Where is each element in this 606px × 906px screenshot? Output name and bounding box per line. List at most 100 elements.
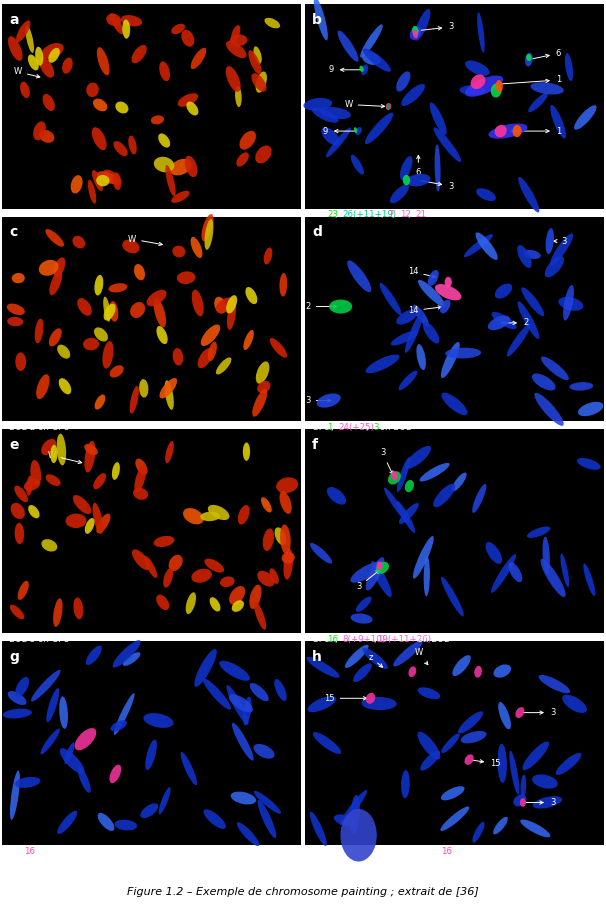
Ellipse shape bbox=[158, 133, 170, 148]
Ellipse shape bbox=[231, 25, 241, 43]
Ellipse shape bbox=[399, 503, 419, 524]
Ellipse shape bbox=[254, 602, 266, 630]
Ellipse shape bbox=[523, 250, 541, 259]
Ellipse shape bbox=[92, 170, 103, 191]
Ellipse shape bbox=[219, 660, 250, 680]
Ellipse shape bbox=[563, 284, 574, 321]
Ellipse shape bbox=[48, 48, 60, 63]
Ellipse shape bbox=[244, 330, 254, 350]
Ellipse shape bbox=[401, 84, 425, 106]
Bar bbox=[2, 217, 301, 421]
Ellipse shape bbox=[226, 295, 237, 313]
Ellipse shape bbox=[243, 697, 251, 726]
Ellipse shape bbox=[177, 271, 196, 284]
Ellipse shape bbox=[122, 19, 130, 39]
Ellipse shape bbox=[525, 53, 533, 66]
Ellipse shape bbox=[347, 260, 371, 293]
Ellipse shape bbox=[276, 477, 298, 493]
Text: GFU: GFU bbox=[312, 635, 333, 644]
Ellipse shape bbox=[340, 790, 367, 825]
Ellipse shape bbox=[173, 348, 184, 366]
Ellipse shape bbox=[406, 174, 430, 187]
Ellipse shape bbox=[435, 284, 461, 301]
Ellipse shape bbox=[183, 508, 204, 525]
Ellipse shape bbox=[371, 561, 391, 597]
Ellipse shape bbox=[59, 378, 72, 394]
Ellipse shape bbox=[110, 365, 124, 378]
Ellipse shape bbox=[351, 155, 364, 175]
Text: ,: , bbox=[381, 210, 386, 219]
Text: on BOE: on BOE bbox=[423, 210, 457, 219]
Ellipse shape bbox=[108, 284, 127, 293]
Ellipse shape bbox=[42, 94, 55, 111]
Ellipse shape bbox=[104, 304, 116, 321]
Ellipse shape bbox=[317, 393, 341, 408]
Ellipse shape bbox=[445, 348, 481, 359]
Ellipse shape bbox=[279, 491, 291, 514]
Ellipse shape bbox=[255, 146, 271, 163]
Text: 3: 3 bbox=[356, 570, 379, 591]
Ellipse shape bbox=[31, 670, 61, 701]
Ellipse shape bbox=[231, 600, 244, 612]
Ellipse shape bbox=[181, 30, 195, 47]
Ellipse shape bbox=[103, 296, 110, 322]
Ellipse shape bbox=[253, 46, 262, 63]
Ellipse shape bbox=[210, 597, 221, 612]
Ellipse shape bbox=[307, 696, 336, 712]
Text: 3: 3 bbox=[554, 236, 567, 246]
Ellipse shape bbox=[304, 98, 332, 111]
Ellipse shape bbox=[410, 26, 421, 40]
Text: ,: , bbox=[407, 210, 413, 219]
Ellipse shape bbox=[110, 765, 121, 783]
Text: 3: 3 bbox=[380, 448, 393, 475]
Text: 24(+25): 24(+25) bbox=[339, 423, 375, 432]
Ellipse shape bbox=[441, 734, 460, 753]
Bar bbox=[2, 5, 301, 208]
Ellipse shape bbox=[165, 441, 174, 463]
Text: ,: , bbox=[335, 635, 341, 644]
Text: GFU: GFU bbox=[312, 423, 333, 432]
Ellipse shape bbox=[400, 156, 413, 180]
Ellipse shape bbox=[326, 128, 351, 158]
Ellipse shape bbox=[15, 352, 26, 371]
Ellipse shape bbox=[556, 753, 582, 775]
Text: 7: 7 bbox=[388, 210, 394, 219]
Ellipse shape bbox=[86, 646, 102, 665]
Ellipse shape bbox=[390, 185, 409, 203]
Text: 9: 9 bbox=[328, 65, 362, 74]
Ellipse shape bbox=[227, 685, 248, 725]
Ellipse shape bbox=[24, 478, 41, 491]
Bar bbox=[305, 217, 604, 421]
Ellipse shape bbox=[270, 568, 279, 584]
Text: on BOE: on BOE bbox=[415, 635, 450, 644]
Ellipse shape bbox=[230, 34, 247, 46]
Ellipse shape bbox=[97, 171, 118, 184]
Ellipse shape bbox=[88, 179, 96, 204]
Ellipse shape bbox=[493, 664, 511, 678]
Ellipse shape bbox=[545, 256, 564, 277]
Ellipse shape bbox=[132, 549, 150, 570]
Ellipse shape bbox=[521, 287, 544, 316]
Ellipse shape bbox=[476, 188, 496, 201]
Ellipse shape bbox=[518, 177, 539, 213]
Ellipse shape bbox=[172, 246, 185, 257]
Bar bbox=[305, 429, 604, 633]
Ellipse shape bbox=[327, 487, 346, 505]
Ellipse shape bbox=[498, 702, 511, 729]
Ellipse shape bbox=[18, 581, 29, 600]
Bar bbox=[305, 5, 604, 208]
Ellipse shape bbox=[156, 326, 168, 344]
Ellipse shape bbox=[313, 732, 341, 754]
Ellipse shape bbox=[181, 752, 197, 786]
Ellipse shape bbox=[93, 99, 107, 111]
Ellipse shape bbox=[250, 683, 268, 701]
Ellipse shape bbox=[41, 43, 64, 59]
Ellipse shape bbox=[542, 536, 550, 574]
Ellipse shape bbox=[424, 556, 430, 596]
Text: on BOE: on BOE bbox=[377, 423, 411, 432]
Ellipse shape bbox=[282, 552, 295, 564]
Text: on BOE: on BOE bbox=[449, 847, 484, 856]
Ellipse shape bbox=[521, 775, 526, 799]
Ellipse shape bbox=[435, 144, 441, 192]
Ellipse shape bbox=[226, 66, 241, 92]
